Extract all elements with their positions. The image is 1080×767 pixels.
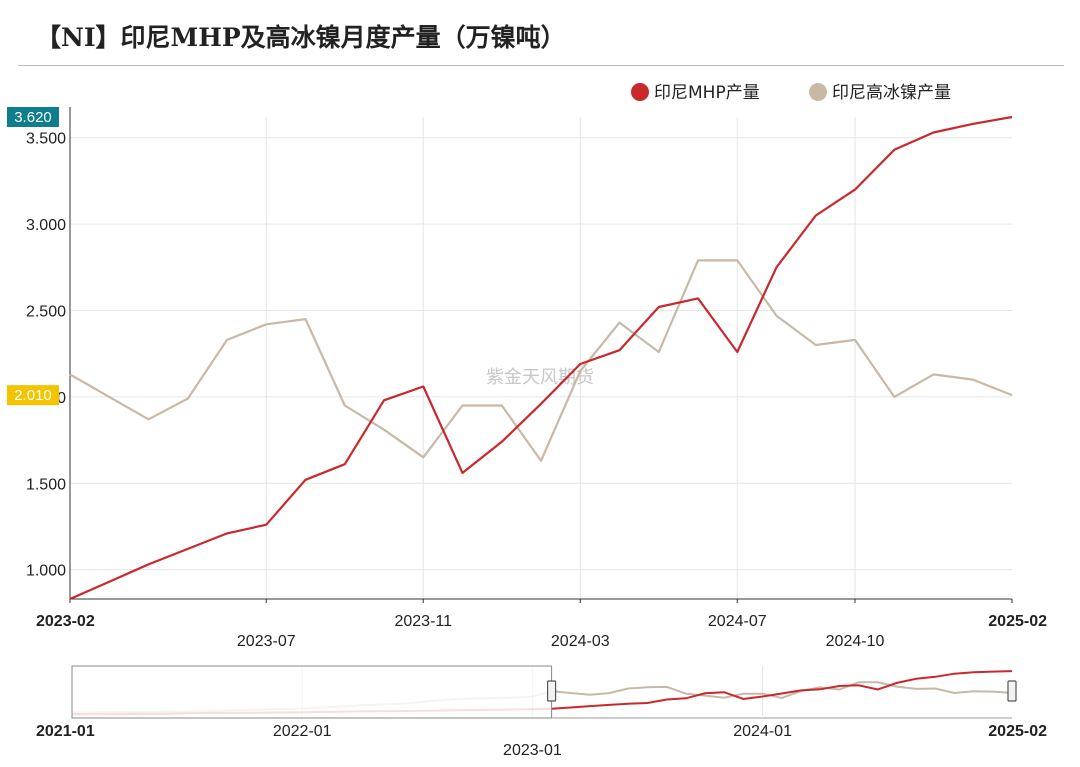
- navigator-tick-label: 2025-02: [988, 723, 1047, 740]
- x-tick-label: 2025-02: [988, 613, 1047, 630]
- navigator-tick-label: 2022-01: [273, 723, 332, 740]
- legend-label-mhp: 印尼MHP产量: [654, 83, 760, 103]
- y-tick-label: 1.000: [26, 563, 66, 580]
- badge-last-bg: [7, 385, 59, 406]
- y-tick-label: 3.500: [26, 131, 66, 148]
- legend[interactable]: 印尼MHP产量 印尼高冰镍产量: [631, 83, 951, 103]
- series-lines[interactable]: [69, 115, 1013, 601]
- x-tick-label: 2023-02: [36, 613, 95, 630]
- range-navigator[interactable]: 2021-01 2022-01 2023-01 2024-01 2025-02: [36, 665, 1047, 759]
- x-tick-label: 2023-11: [394, 613, 452, 630]
- navigator-unselected-area[interactable]: [71, 665, 553, 719]
- x-axis: 2023-02 2023-07 2023-11 2024-03 2024-07 2024-…: [36, 598, 1047, 650]
- chart-title: 【NI】印尼MHP及高冰镍月度产量（万镍吨）: [36, 23, 566, 52]
- y-tick-label: 3.000: [26, 217, 66, 234]
- navigator-right-handle[interactable]: [1007, 680, 1017, 702]
- navigator-tick-label: 2023-01: [503, 742, 562, 759]
- nickel-matte-series-line[interactable]: [69, 259, 1013, 462]
- x-tick-label: 2023-07: [237, 633, 296, 650]
- badge-last-value: 2.010: [14, 387, 52, 404]
- grid-lines: [70, 117, 1012, 599]
- y-tick-label: 2.500: [26, 303, 66, 320]
- title-divider: [18, 65, 1064, 66]
- value-badges: 3.620 2.010: [7, 107, 59, 406]
- x-tick-label: 2024-03: [551, 633, 610, 650]
- x-tick-label: 2024-07: [708, 613, 767, 630]
- navigator-matte-line: [551, 681, 1013, 700]
- x-tick-label: 2024-10: [826, 633, 885, 650]
- navigator-tick-label: 2024-01: [733, 723, 792, 740]
- navigator-tick-label: 2021-01: [36, 723, 95, 740]
- legend-marker-matte: [809, 83, 827, 101]
- legend-item-mhp[interactable]: 印尼MHP产量: [631, 83, 760, 103]
- legend-label-matte: 印尼高冰镍产量: [832, 83, 951, 103]
- badge-top-value: 3.620: [14, 109, 52, 126]
- navigator-left-handle[interactable]: [546, 680, 557, 702]
- mhp-series-line[interactable]: [69, 115, 1013, 601]
- legend-item-matte[interactable]: 印尼高冰镍产量: [809, 83, 951, 103]
- legend-marker-mhp: [631, 83, 649, 101]
- badge-top-bg: [7, 107, 59, 127]
- navigator-mhp-line: [551, 670, 1013, 710]
- watermark: 紫金天风期货: [486, 367, 594, 388]
- y-tick-label: 1.500: [26, 476, 66, 493]
